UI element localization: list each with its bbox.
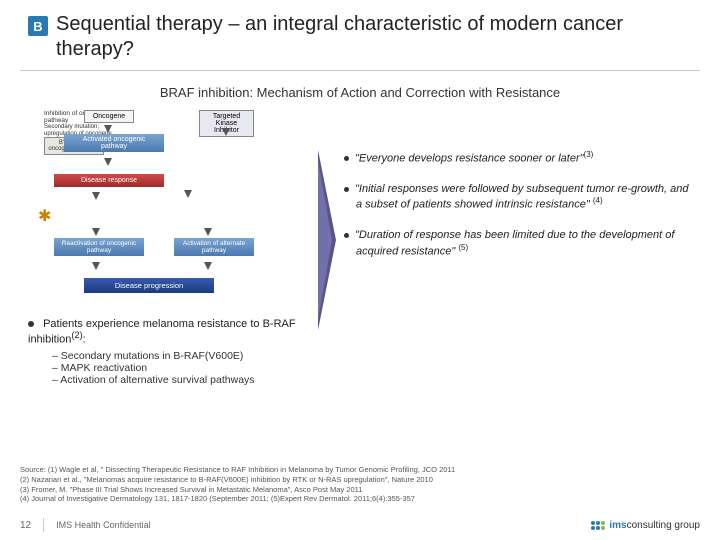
slide-footer: 12 IMS Health Confidential imsconsulting… bbox=[0, 518, 720, 532]
section-badge: B bbox=[28, 16, 48, 36]
left-note: Patients experience melanoma resistance … bbox=[28, 318, 324, 346]
arrow-icon bbox=[104, 158, 112, 166]
bullet-icon bbox=[344, 187, 349, 192]
source-line: Source: (1) Wagle et al, " Dissecting Th… bbox=[20, 465, 700, 475]
node-reactivation: Reactivation of oncogenic pathway bbox=[54, 238, 144, 256]
node-activated: Activated oncogenic pathway bbox=[64, 134, 164, 152]
arrow-icon bbox=[104, 125, 112, 133]
left-note-ref: (2) bbox=[71, 330, 82, 340]
arrow-icon bbox=[184, 190, 192, 198]
bullet-icon bbox=[28, 321, 34, 327]
quote-ref: (4) bbox=[593, 196, 603, 205]
arrow-icon bbox=[204, 228, 212, 236]
slide-title: Sequential therapy – an integral charact… bbox=[56, 12, 680, 62]
footer-divider bbox=[43, 518, 44, 532]
content-area: Oncogene Targeted Kinase Inhibitor Activ… bbox=[0, 110, 720, 386]
sources-block: Source: (1) Wagle et al, " Dissecting Th… bbox=[20, 465, 700, 504]
slide-header: B Sequential therapy – an integral chara… bbox=[20, 0, 700, 71]
bullet-icon bbox=[344, 233, 349, 238]
quote-ref: (3) bbox=[584, 150, 594, 159]
sublist-item: Activation of alternative survival pathw… bbox=[52, 374, 324, 386]
arrow-icon bbox=[92, 262, 100, 270]
slide-subtitle: BRAF inhibition: Mechanism of Action and… bbox=[0, 85, 720, 100]
sublist-item: Secondary mutations in B-RAF(V600E) bbox=[52, 350, 324, 362]
confidential-label: IMS Health Confidential bbox=[56, 520, 591, 530]
quote-text: "Everyone develops resistance sooner or … bbox=[355, 153, 584, 165]
quote-text: "Duration of response has been limited d… bbox=[355, 229, 674, 257]
quote-item: "Everyone develops resistance sooner or … bbox=[356, 150, 696, 166]
node-oncogene: Oncogene bbox=[84, 110, 134, 123]
node-alternate: Activation of alternate pathway bbox=[174, 238, 254, 256]
logo-dots-icon bbox=[591, 521, 605, 530]
quote-ref: (5) bbox=[458, 243, 468, 252]
sublist-item: MAPK reactivation bbox=[52, 362, 324, 374]
bullet-icon bbox=[344, 156, 349, 161]
node-response: Disease response bbox=[54, 174, 164, 187]
triangle-inner-icon bbox=[318, 160, 332, 320]
quote-item: "Initial responses were followed by subs… bbox=[356, 182, 696, 212]
source-line: (4) Journal of Investigative Dermatology… bbox=[20, 494, 700, 504]
pathway-diagram: Oncogene Targeted Kinase Inhibitor Activ… bbox=[44, 110, 314, 310]
source-line: (3) Fromer, M. "Phase III Trial Shows In… bbox=[20, 485, 700, 495]
page-number: 12 bbox=[20, 520, 31, 531]
quote-item: "Duration of response has been limited d… bbox=[356, 228, 696, 258]
left-column: Oncogene Targeted Kinase Inhibitor Activ… bbox=[24, 110, 324, 386]
left-sublist: Secondary mutations in B-RAF(V600E) MAPK… bbox=[52, 350, 324, 386]
star-icon: ✱ bbox=[38, 206, 51, 226]
arrow-icon bbox=[92, 192, 100, 200]
quote-text: "Initial responses were followed by subs… bbox=[355, 183, 688, 211]
left-note-text: Patients experience melanoma resistance … bbox=[28, 318, 296, 346]
arrow-icon bbox=[204, 262, 212, 270]
arrow-icon bbox=[92, 228, 100, 236]
logo-text: imsconsulting group bbox=[609, 520, 700, 531]
node-progression: Disease progression bbox=[84, 278, 214, 293]
right-column: "Everyone develops resistance sooner or … bbox=[324, 110, 696, 386]
arrow-icon bbox=[222, 128, 230, 136]
ims-logo: imsconsulting group bbox=[591, 520, 700, 531]
source-line: (2) Nazarian et al., "Melanomas acquire … bbox=[20, 475, 700, 485]
